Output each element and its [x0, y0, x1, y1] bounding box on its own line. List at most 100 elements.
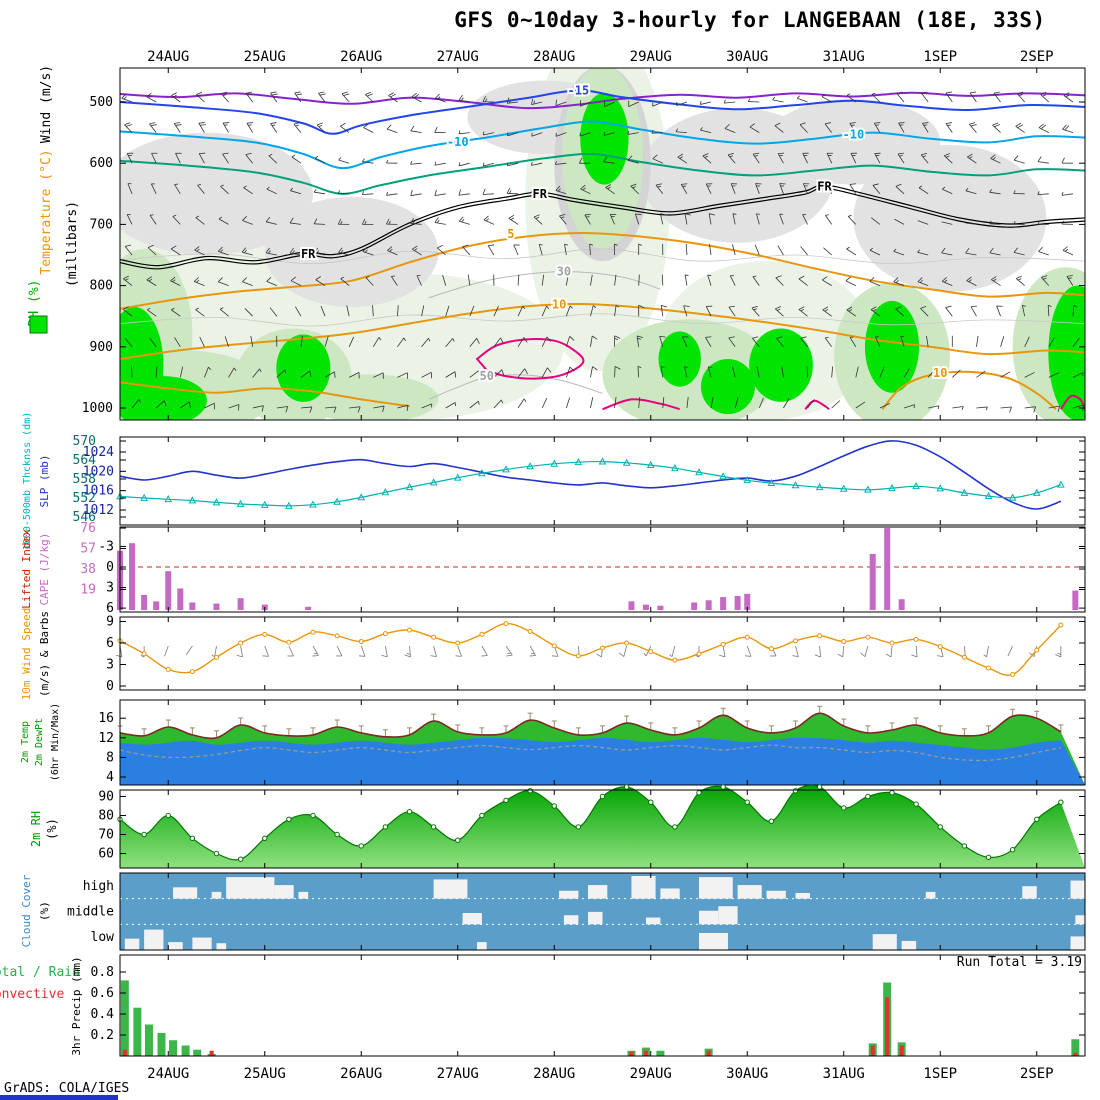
- svg-text:24AUG: 24AUG: [147, 49, 189, 65]
- svg-text:FR: FR: [301, 247, 316, 261]
- svg-text:2SEP: 2SEP: [1020, 1066, 1054, 1082]
- svg-text:70: 70: [98, 828, 114, 843]
- svg-text:0: 0: [106, 679, 114, 694]
- svg-text:5: 5: [507, 227, 514, 241]
- svg-text:31AUG: 31AUG: [823, 1066, 865, 1082]
- svg-text:10: 10: [933, 366, 947, 380]
- svg-text:558: 558: [73, 472, 96, 487]
- panel-cloud-cover: high middle low: [67, 872, 1086, 951]
- svg-text:26AUG: 26AUG: [340, 49, 382, 65]
- svg-text:1000-500mb Thcknss (dm): 1000-500mb Thcknss (dm): [22, 412, 33, 550]
- svg-text:-10: -10: [843, 127, 865, 141]
- svg-text:30: 30: [557, 265, 571, 279]
- svg-text:CAPE (J/kg): CAPE (J/kg): [38, 533, 51, 606]
- svg-text:0.8: 0.8: [91, 965, 114, 980]
- svg-text:570: 570: [73, 434, 96, 449]
- svg-text:high: high: [83, 879, 114, 894]
- svg-text:2m Temp: 2m Temp: [20, 721, 31, 763]
- svg-text:(%): (%): [38, 901, 51, 921]
- svg-text:(6hr Min/Max): (6hr Min/Max): [50, 703, 61, 781]
- panel-wind10m: 9 6 3 0: [106, 614, 1086, 694]
- svg-text:29AUG: 29AUG: [630, 49, 672, 65]
- svg-text:546: 546: [73, 510, 96, 525]
- svg-text:16: 16: [98, 711, 114, 726]
- svg-text:(millibars): (millibars): [65, 201, 80, 287]
- svg-text:0.4: 0.4: [91, 1007, 115, 1022]
- panel-li-cape: -3 0 3 6 76 57 38 19: [80, 521, 1086, 616]
- svg-text:Wind (m/s): Wind (m/s): [39, 65, 54, 143]
- panel-temp-dewpoint: 16 12 8 4: [98, 699, 1086, 786]
- svg-text:30AUG: 30AUG: [726, 1066, 768, 1082]
- panel-slp-thickness: 570 564 558 552 546 1024 1020 1016 1012: [73, 434, 1086, 526]
- svg-text:26AUG: 26AUG: [340, 1066, 382, 1082]
- svg-text:Lifted Index: Lifted Index: [20, 529, 33, 609]
- svg-text:700: 700: [90, 217, 113, 232]
- svg-text:Cloud Cover: Cloud Cover: [20, 874, 33, 947]
- svg-text:Temperature (°C): Temperature (°C): [39, 149, 54, 274]
- panel-upper-air: -15 -10 -10 FR FR FR 5 10 10 30 50 500 600 700 800 900 1…: [82, 67, 1086, 421]
- svg-text:8: 8: [106, 750, 114, 765]
- svg-text:31AUG: 31AUG: [823, 49, 865, 65]
- svg-text:80: 80: [98, 809, 114, 824]
- svg-text:RH (%): RH (%): [27, 280, 42, 327]
- svg-text:28AUG: 28AUG: [533, 49, 575, 65]
- svg-text:1016: 1016: [83, 484, 114, 499]
- svg-text:500: 500: [90, 95, 113, 110]
- svg-text:27AUG: 27AUG: [437, 49, 479, 65]
- svg-text:middle: middle: [67, 905, 114, 920]
- svg-text:24AUG: 24AUG: [147, 1066, 189, 1082]
- svg-text:30AUG: 30AUG: [726, 49, 768, 65]
- svg-text:800: 800: [90, 279, 113, 294]
- svg-text:1SEP: 1SEP: [923, 49, 957, 65]
- svg-text:1000: 1000: [82, 401, 113, 416]
- svg-text:2m RH: 2m RH: [29, 811, 43, 847]
- svg-text:-15: -15: [568, 83, 590, 97]
- svg-text:900: 900: [90, 340, 113, 355]
- svg-text:10: 10: [552, 298, 566, 312]
- svg-text:FR: FR: [533, 187, 548, 201]
- svg-text:6: 6: [106, 601, 114, 616]
- svg-text:3: 3: [106, 657, 114, 672]
- svg-text:1012: 1012: [83, 503, 114, 518]
- svg-text:50: 50: [479, 369, 493, 383]
- svg-text:76: 76: [80, 521, 96, 536]
- svg-text:1SEP: 1SEP: [923, 1066, 957, 1082]
- svg-text:(m/s) & Barbs: (m/s) & Barbs: [38, 611, 51, 697]
- svg-text:-3: -3: [98, 539, 114, 554]
- svg-text:552: 552: [73, 491, 96, 506]
- svg-text:564: 564: [73, 453, 97, 468]
- svg-text:0.2: 0.2: [91, 1028, 114, 1043]
- grads-logo-bar: [0, 1095, 118, 1100]
- svg-text:Run Total = 3.19: Run Total = 3.19: [957, 955, 1082, 970]
- svg-text:low: low: [91, 930, 115, 945]
- svg-text:38: 38: [80, 562, 96, 577]
- svg-text:3hr Precip (mm): 3hr Precip (mm): [70, 956, 83, 1055]
- svg-text:0: 0: [106, 560, 114, 575]
- svg-text:19: 19: [80, 583, 96, 598]
- svg-text:57: 57: [80, 542, 96, 557]
- svg-text:2m DewPt: 2m DewPt: [34, 718, 45, 766]
- svg-text:SLP (mb): SLP (mb): [38, 455, 51, 508]
- svg-text:90: 90: [98, 790, 114, 805]
- grads-credit: GrADS: COLA/IGES: [4, 1081, 130, 1096]
- svg-text:6: 6: [106, 636, 114, 651]
- svg-text:1020: 1020: [83, 464, 114, 479]
- panel-rh2m: 90 80 70 60: [98, 784, 1086, 869]
- panel-precip: 0.8 0.6 0.4 0.2 Run Total = 3.19: [91, 954, 1086, 1057]
- svg-text:28AUG: 28AUG: [533, 1066, 575, 1082]
- svg-text:-10: -10: [447, 135, 469, 149]
- svg-text:2SEP: 2SEP: [1020, 49, 1054, 65]
- svg-text:Total / Rain: Total / Rain: [0, 965, 80, 980]
- svg-text:25AUG: 25AUG: [244, 1066, 286, 1082]
- svg-text:FR: FR: [817, 179, 832, 193]
- svg-text:600: 600: [90, 156, 113, 171]
- svg-text:(%): (%): [45, 818, 59, 840]
- svg-text:25AUG: 25AUG: [244, 49, 286, 65]
- svg-text:29AUG: 29AUG: [630, 1066, 672, 1082]
- svg-text:4: 4: [106, 770, 114, 785]
- svg-text:3: 3: [106, 581, 114, 596]
- time-axis-labels: 24AUG 24AUG 25AUG 25AUG 26AUG 26AUG 27AUG 27AUG…: [147, 49, 1053, 1082]
- axis-titles: Wind (m/s) Temperature (°C) RH (%) (milliba…: [0, 65, 83, 1056]
